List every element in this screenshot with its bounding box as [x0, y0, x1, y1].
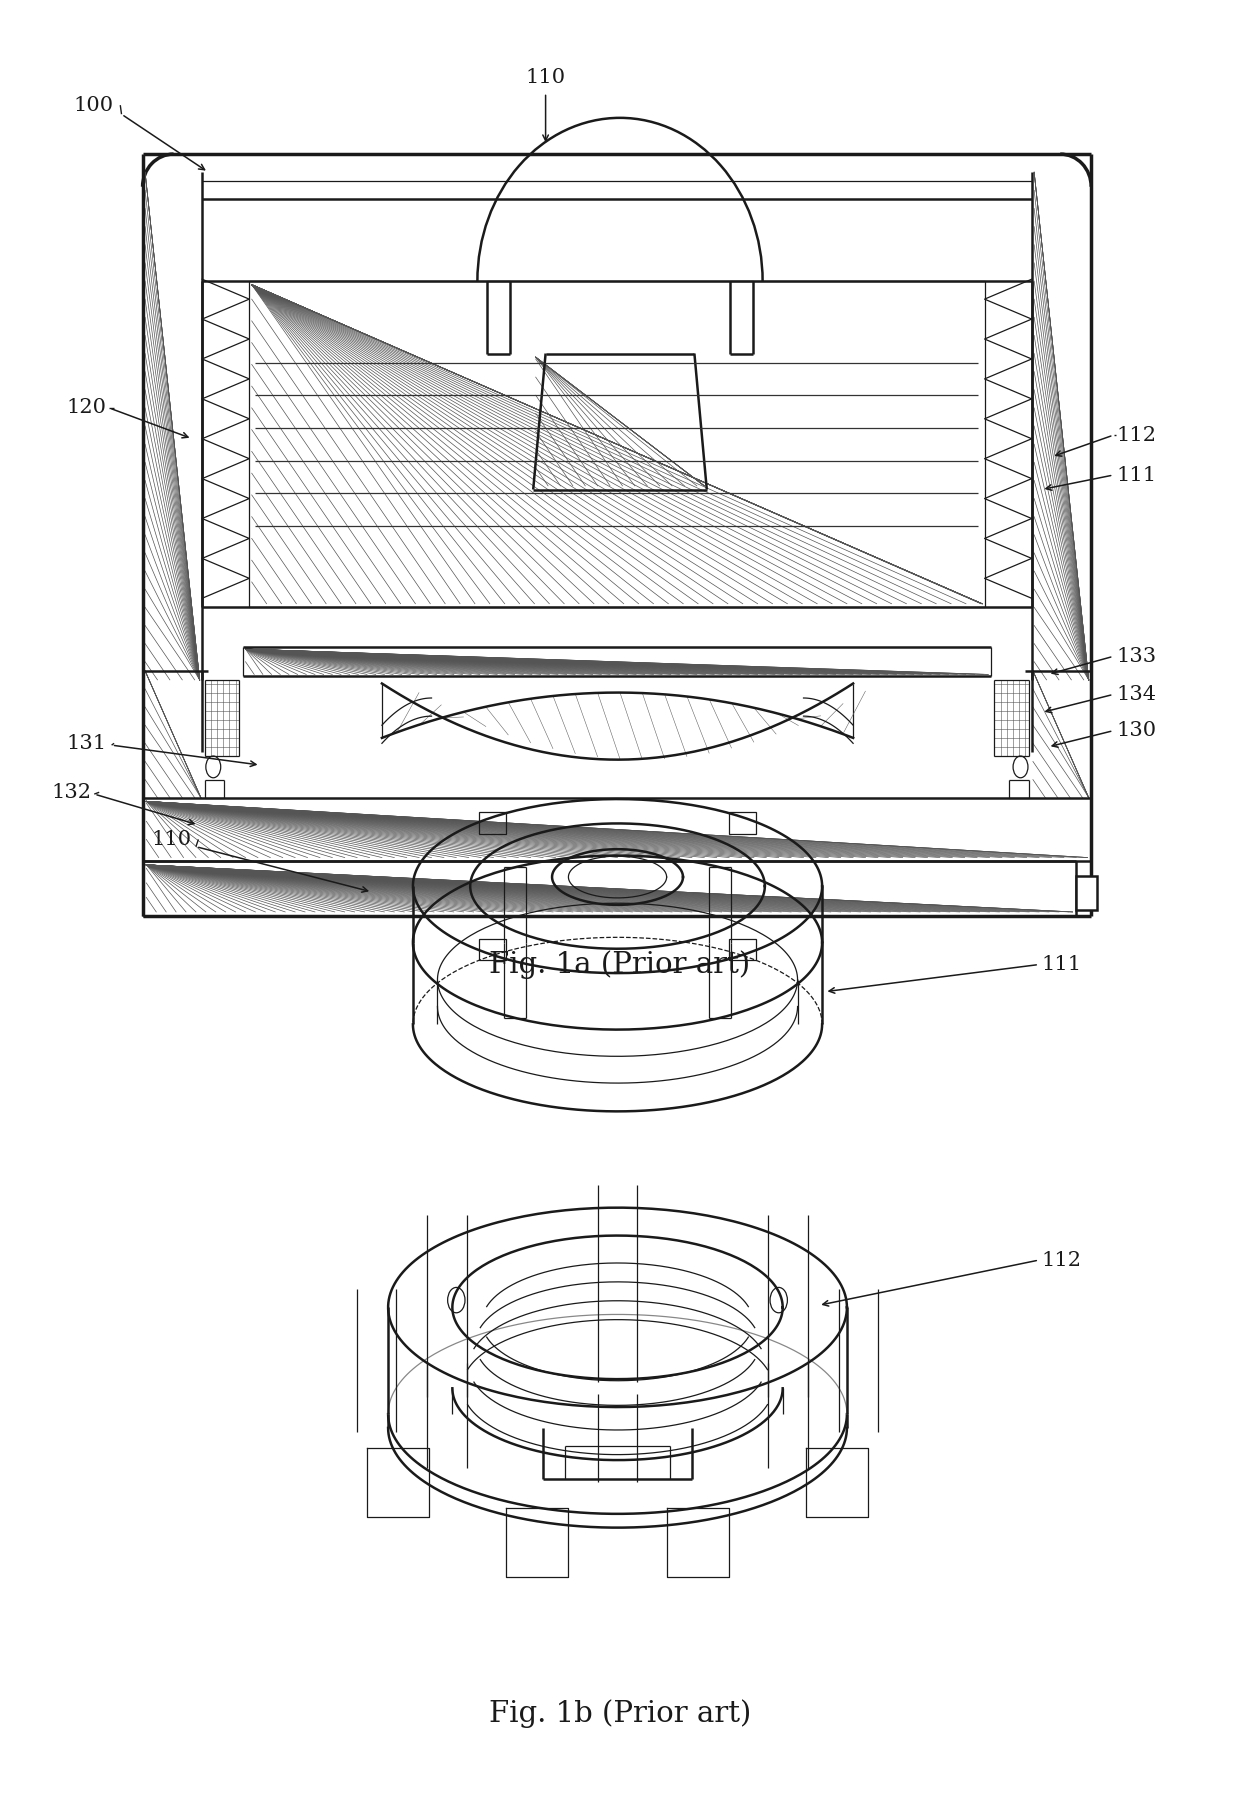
- Text: 110: 110: [526, 69, 565, 87]
- Text: 132: 132: [52, 783, 92, 801]
- Text: 112: 112: [1042, 1251, 1081, 1269]
- Text: 110: 110: [151, 830, 191, 848]
- Text: 131: 131: [67, 734, 107, 752]
- Text: 134: 134: [1116, 685, 1156, 703]
- Text: 133: 133: [1116, 647, 1156, 665]
- Text: 112: 112: [1116, 426, 1156, 444]
- Text: Fig. 1a (Prior art): Fig. 1a (Prior art): [490, 950, 750, 979]
- Bar: [1076, 876, 1097, 910]
- Text: 100: 100: [73, 96, 113, 114]
- Text: 120: 120: [67, 399, 107, 417]
- Text: 111: 111: [1116, 466, 1156, 484]
- Text: 111: 111: [1042, 955, 1081, 974]
- Text: 130: 130: [1116, 722, 1156, 740]
- Text: Fig. 1b (Prior art): Fig. 1b (Prior art): [489, 1699, 751, 1728]
